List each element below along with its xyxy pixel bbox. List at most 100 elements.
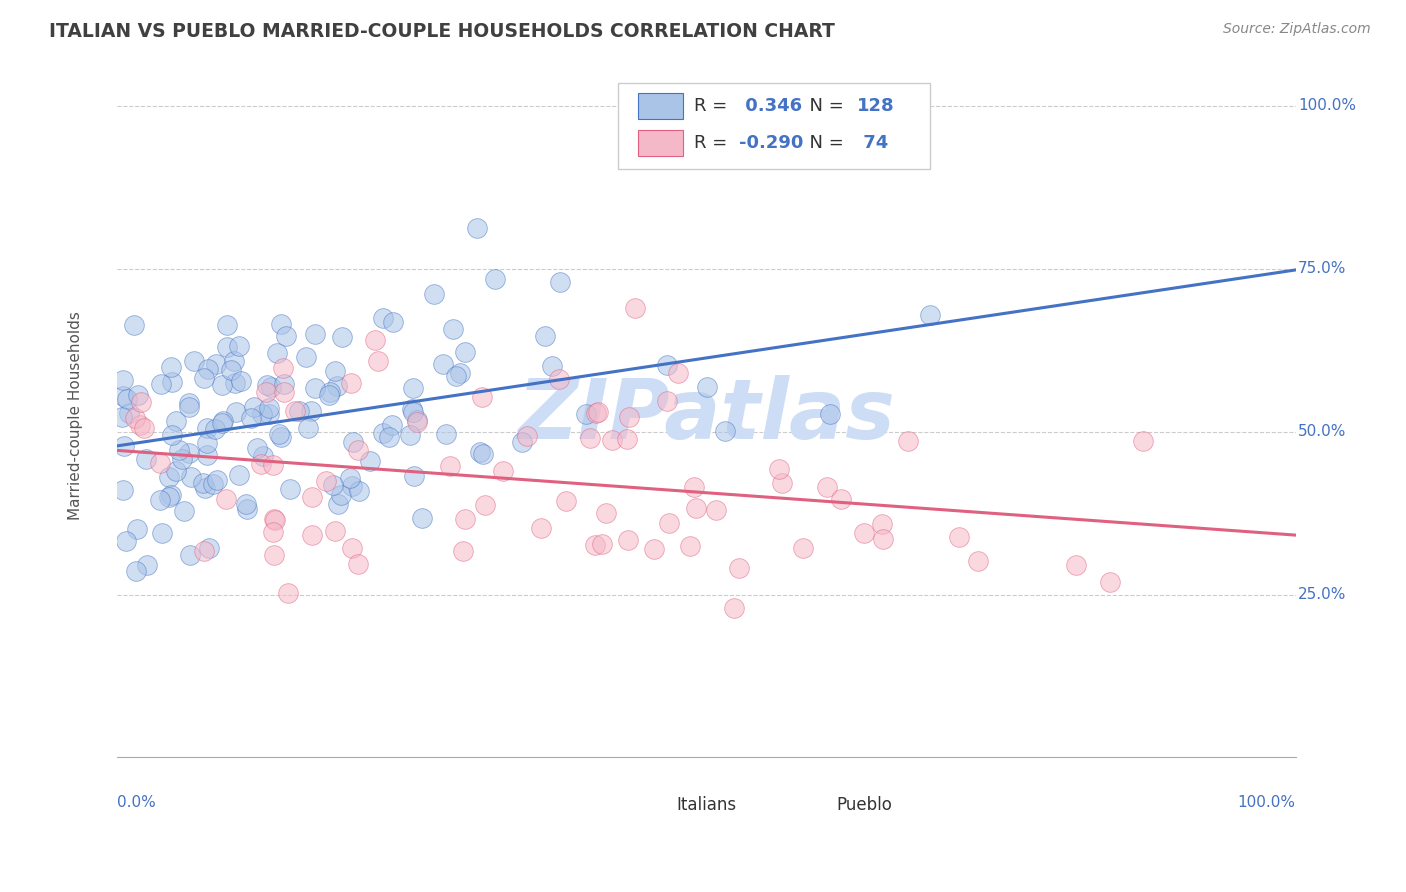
Point <box>225 405 247 419</box>
Point <box>249 457 271 471</box>
Point <box>363 333 385 347</box>
Point <box>818 407 841 421</box>
Text: Source: ZipAtlas.com: Source: ZipAtlas.com <box>1223 22 1371 37</box>
Point <box>301 491 323 505</box>
Point <box>270 430 292 444</box>
Point <box>229 374 252 388</box>
Point <box>118 405 141 419</box>
Point <box>273 377 295 392</box>
Point <box>304 327 326 342</box>
Point <box>219 363 242 377</box>
Point <box>215 318 238 332</box>
Point <box>616 533 638 547</box>
Point <box>304 381 326 395</box>
Point <box>470 445 492 459</box>
Point <box>122 318 145 332</box>
Point <box>342 435 364 450</box>
Point <box>1098 574 1121 589</box>
Point <box>575 407 598 421</box>
Point <box>340 479 363 493</box>
Point <box>439 459 461 474</box>
Point <box>441 322 464 336</box>
Text: 128: 128 <box>858 97 894 115</box>
Point <box>432 357 454 371</box>
Point <box>723 600 745 615</box>
Point <box>277 586 299 600</box>
Point <box>276 329 298 343</box>
Bar <box>624 793 666 818</box>
Point <box>112 389 135 403</box>
Point <box>195 435 218 450</box>
Point <box>284 404 307 418</box>
Bar <box>638 130 683 156</box>
Point <box>471 447 494 461</box>
Point <box>159 470 181 484</box>
Point <box>111 409 134 424</box>
Point <box>897 434 920 448</box>
Point <box>235 497 257 511</box>
Point <box>112 439 135 453</box>
Point <box>1066 558 1088 572</box>
Point <box>111 373 134 387</box>
Point <box>177 396 200 410</box>
Point <box>267 427 290 442</box>
Point <box>401 402 423 417</box>
Point <box>157 490 180 504</box>
Point <box>315 474 337 488</box>
Point <box>595 507 617 521</box>
Point <box>685 500 707 515</box>
Point <box>319 385 342 400</box>
Point <box>371 310 394 325</box>
Point <box>149 456 172 470</box>
Bar <box>783 793 825 818</box>
Point <box>228 339 250 353</box>
Point <box>548 372 571 386</box>
Point <box>530 521 553 535</box>
Point <box>591 536 613 550</box>
Point <box>815 480 838 494</box>
Point <box>170 452 193 467</box>
Point <box>169 443 191 458</box>
Point <box>323 524 346 538</box>
Point <box>411 511 433 525</box>
Point <box>359 453 381 467</box>
Point <box>340 376 363 390</box>
Point <box>600 434 623 448</box>
Point <box>318 387 340 401</box>
Point <box>254 384 277 399</box>
Bar <box>638 93 683 119</box>
Text: ITALIAN VS PUEBLO MARRIED-COUPLE HOUSEHOLDS CORRELATION CHART: ITALIAN VS PUEBLO MARRIED-COUPLE HOUSEHO… <box>49 22 835 41</box>
Point <box>451 544 474 558</box>
Point <box>280 482 302 496</box>
Point <box>204 422 226 436</box>
Point <box>1132 434 1154 448</box>
Point <box>399 428 422 442</box>
Point <box>215 492 238 507</box>
Point <box>516 429 538 443</box>
Point <box>112 483 135 497</box>
Point <box>252 407 274 421</box>
Point <box>211 416 233 430</box>
Point <box>339 470 361 484</box>
Point <box>160 375 183 389</box>
Text: 50.0%: 50.0% <box>1298 424 1347 439</box>
Text: 25.0%: 25.0% <box>1298 587 1347 602</box>
Text: Pueblo: Pueblo <box>837 797 891 814</box>
Point <box>347 484 370 499</box>
Point <box>322 478 344 492</box>
Point <box>236 501 259 516</box>
Point <box>222 354 245 368</box>
Point <box>256 378 278 392</box>
Point <box>183 353 205 368</box>
Point <box>658 516 681 530</box>
Text: ZIPatlas: ZIPatlas <box>517 375 896 456</box>
Point <box>325 364 347 378</box>
Point <box>870 516 893 531</box>
Point <box>263 548 285 562</box>
Point <box>204 357 226 371</box>
Point <box>162 428 184 442</box>
Point <box>191 476 214 491</box>
Point <box>655 358 678 372</box>
Point <box>270 317 292 331</box>
Point <box>920 308 942 322</box>
